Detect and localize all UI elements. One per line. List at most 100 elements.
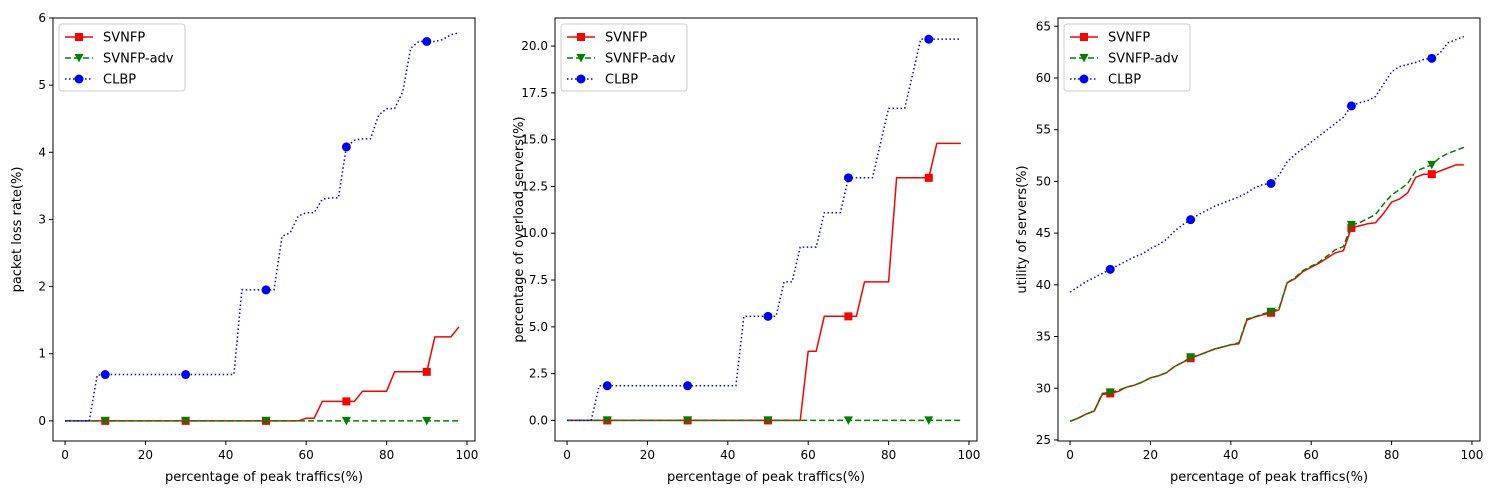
data-point-svnfp bbox=[924, 173, 933, 182]
y-tick-label: 0 bbox=[38, 414, 46, 428]
data-point-clbp bbox=[181, 370, 191, 380]
data-point-clbp bbox=[1186, 215, 1196, 225]
legend-marker-clbp bbox=[576, 74, 586, 84]
y-tick-label: 5 bbox=[38, 78, 46, 92]
data-point-clbp bbox=[602, 381, 612, 391]
y-tick-label: 55 bbox=[1036, 123, 1051, 137]
y-tick-label: 4 bbox=[38, 145, 46, 159]
plot-frame bbox=[52, 17, 476, 442]
y-tick-label: 17.5 bbox=[521, 86, 548, 100]
data-point-clbp bbox=[1105, 264, 1115, 274]
data-point-svnfp-adv bbox=[1427, 160, 1437, 170]
chart-panel-1: 0 20 40 60 80 100 0 1 2 3 4 5 6 percentage of peak tr… bbox=[10, 11, 478, 485]
data-point-clbp bbox=[100, 370, 110, 380]
data-point-svnfp bbox=[1427, 170, 1436, 179]
legend-entry-svnfp-adv: SVNFP-adv bbox=[103, 52, 174, 67]
x-tick-label: 80 bbox=[1384, 448, 1399, 462]
x-tick-label: 40 bbox=[1223, 448, 1238, 462]
x-tick-label: 100 bbox=[456, 448, 479, 462]
y-tick-label: 60 bbox=[1036, 71, 1051, 85]
y-axis-label: utility of servers(%) bbox=[1015, 165, 1030, 293]
data-point-clbp bbox=[341, 142, 351, 152]
x-tick-label: 60 bbox=[299, 448, 314, 462]
legend-marker-svnfp-adv bbox=[1079, 54, 1089, 63]
series-line-clbp bbox=[567, 38, 961, 422]
data-point-svnfp-adv bbox=[100, 416, 110, 426]
data-point-clbp bbox=[1266, 178, 1276, 188]
y-tick-label: 12.5 bbox=[521, 179, 548, 193]
y-tick-label: 45 bbox=[1036, 226, 1051, 240]
y-axis-label: packet loss rate(%) bbox=[10, 167, 25, 293]
data-point-clbp bbox=[422, 37, 432, 46]
y-tick-label: 5.0 bbox=[529, 320, 548, 334]
y-tick-label: 0.0 bbox=[529, 413, 548, 427]
series-line-svnfp-adv bbox=[1069, 146, 1465, 422]
y-tick-label: 50 bbox=[1036, 174, 1051, 188]
legend-box bbox=[58, 23, 186, 92]
x-tick-label: 100 bbox=[958, 448, 981, 462]
legend-marker-svnfp bbox=[577, 33, 585, 41]
y-tick-label: 6 bbox=[38, 11, 46, 25]
y-tick-label: 2.5 bbox=[529, 367, 548, 381]
data-point-clbp bbox=[763, 311, 773, 321]
data-point-svnfp-adv bbox=[1186, 353, 1196, 362]
data-point-svnfp-adv bbox=[763, 416, 773, 425]
data-point-svnfp bbox=[844, 312, 853, 321]
legend: SVNFP SVNFP-adv CLBP bbox=[58, 23, 186, 92]
legend-marker-svnfp-adv bbox=[74, 54, 84, 63]
legend-entry-svnfp-adv: SVNFP-adv bbox=[605, 52, 676, 67]
legend-entry-clbp: CLBP bbox=[605, 73, 638, 88]
legend-entry-svnfp-adv: SVNFP-adv bbox=[1108, 52, 1179, 67]
legend-marker-clbp bbox=[1079, 74, 1089, 84]
x-tick-label: 20 bbox=[1143, 448, 1158, 462]
legend-box bbox=[560, 23, 688, 92]
data-point-svnfp-adv bbox=[683, 416, 693, 425]
x-axis-label: percentage of peak traffics(%) bbox=[1170, 470, 1368, 485]
data-point-svnfp-adv bbox=[341, 416, 351, 426]
y-tick-label: 2 bbox=[38, 280, 46, 294]
y-tick-label: 65 bbox=[1036, 19, 1051, 33]
y-tick-label: 7.5 bbox=[529, 273, 548, 287]
x-tick-label: 100 bbox=[1461, 448, 1484, 462]
data-point-clbp bbox=[683, 381, 693, 391]
legend-entry-svnfp: SVNFP bbox=[605, 31, 647, 46]
legend-entry-clbp: CLBP bbox=[1108, 73, 1141, 88]
y-tick-label: 15.0 bbox=[521, 133, 548, 147]
x-tick-label: 80 bbox=[881, 448, 896, 462]
y-tick-label: 10.0 bbox=[521, 226, 548, 240]
legend-entry-clbp: CLBP bbox=[103, 73, 136, 88]
x-axis-label: percentage of peak traffics(%) bbox=[667, 470, 865, 485]
legend-marker-svnfp-adv bbox=[576, 54, 586, 63]
legend: SVNFP SVNFP-adv CLBP bbox=[560, 23, 688, 92]
y-tick-label: 30 bbox=[1036, 381, 1051, 395]
data-point-svnfp-adv bbox=[843, 416, 853, 425]
legend-entry-svnfp: SVNFP bbox=[103, 31, 145, 46]
chart-panel-3: 0 20 40 60 80 100 25 30 35 40 45 50 55 60 65 percentage… bbox=[1015, 17, 1484, 485]
y-tick-label: 3 bbox=[38, 212, 46, 226]
data-point-svnfp-adv bbox=[924, 416, 934, 425]
legend: SVNFP SVNFP-adv CLBP bbox=[1063, 23, 1191, 92]
x-tick-label: 20 bbox=[138, 448, 153, 462]
x-tick-label: 60 bbox=[1304, 448, 1319, 462]
chart-panel-2: 0 20 40 60 80 100 0.0 2.5 5.0 7.5 10.0 12.5 15.0 17.5… bbox=[512, 17, 981, 485]
legend-marker-clbp bbox=[74, 74, 84, 84]
legend-marker-svnfp bbox=[1080, 33, 1088, 41]
data-point-svnfp-adv bbox=[602, 416, 612, 425]
legend-box bbox=[1063, 23, 1191, 92]
x-tick-label: 0 bbox=[61, 448, 69, 462]
x-axis-label: percentage of peak traffics(%) bbox=[165, 470, 363, 485]
data-point-svnfp bbox=[342, 397, 351, 406]
series-line-svnfp bbox=[567, 142, 961, 422]
x-tick-label: 60 bbox=[801, 448, 816, 462]
data-point-clbp bbox=[924, 34, 934, 44]
legend-entry-svnfp: SVNFP bbox=[1108, 31, 1150, 46]
plot-frame bbox=[554, 17, 978, 442]
data-point-svnfp-adv bbox=[1105, 388, 1115, 397]
y-axis-label: percentage of overload servers(%) bbox=[512, 116, 527, 342]
data-point-svnfp-adv bbox=[1346, 220, 1356, 230]
y-tick-label: 25 bbox=[1036, 433, 1051, 447]
data-point-clbp bbox=[1427, 53, 1437, 63]
x-tick-label: 40 bbox=[218, 448, 233, 462]
data-point-svnfp bbox=[422, 367, 431, 376]
y-tick-label: 1 bbox=[38, 347, 46, 361]
